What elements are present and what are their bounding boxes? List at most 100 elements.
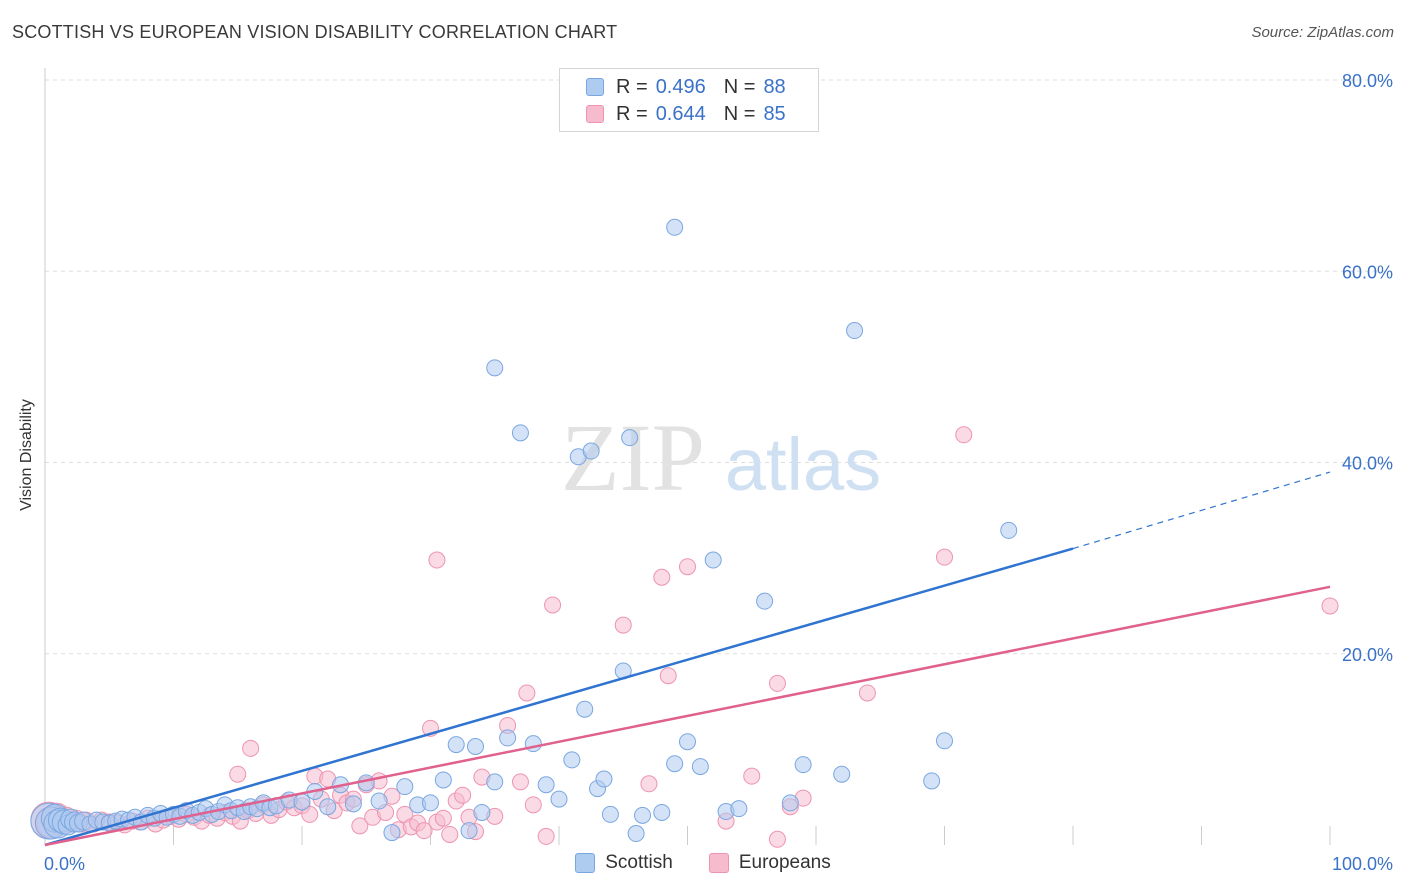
europeans-point	[653, 568, 671, 586]
europeans-point	[454, 786, 472, 804]
scottish-trend-extension	[1072, 471, 1331, 550]
legend-item-europeans[interactable]: Europeans	[708, 852, 831, 874]
europeans-point	[441, 825, 459, 843]
europeans-point	[955, 426, 973, 444]
scottish-point	[756, 592, 774, 610]
scottish-point	[486, 359, 504, 377]
europeans-point	[229, 765, 247, 783]
legend-row-scottish: R = 0.496 N = 88	[586, 75, 786, 99]
scottish-point	[563, 751, 581, 769]
europeans-point	[524, 796, 542, 814]
europeans-point	[518, 684, 536, 702]
europeans-point	[351, 817, 369, 835]
scottish-point	[582, 442, 600, 460]
stats-legend: R = 0.496 N = 88 R = 0.644 N = 85	[559, 68, 819, 132]
europeans-point	[679, 558, 696, 576]
tick-labels: 20.0% 40.0% 60.0% 80.0% 0.0% 100.0%	[44, 71, 1393, 874]
axes	[44, 68, 1331, 845]
europeans-trend-line	[44, 585, 1331, 847]
europeans-point	[614, 616, 632, 634]
europeans-point	[544, 596, 562, 614]
scottish-point	[319, 798, 337, 816]
europeans-point	[434, 809, 452, 827]
scottish-point	[601, 805, 619, 823]
scottish-swatch	[575, 853, 596, 873]
scottish-point	[634, 806, 652, 824]
scottish-point	[666, 218, 684, 236]
europeans-point	[428, 551, 446, 569]
europeans-point	[511, 773, 529, 791]
source-label: Source: ZipAtlas.com	[1251, 24, 1394, 41]
x-tick-label: 100.0%	[1332, 854, 1393, 874]
watermark-atlas: atlas	[725, 423, 881, 506]
scottish-point	[576, 700, 594, 718]
r-value: 0.496	[655, 75, 706, 98]
europeans-swatch	[708, 853, 729, 873]
watermark: ZIP atlas	[561, 404, 881, 511]
europeans-point	[301, 805, 319, 823]
y-tick-label: 80.0%	[1342, 71, 1393, 91]
scottish-point	[473, 803, 491, 821]
scottish-point	[781, 794, 799, 812]
europeans-point	[936, 548, 953, 566]
legend-label-europeans: Europeans	[738, 852, 831, 873]
scottish-point	[621, 429, 639, 447]
scottish-point	[460, 822, 478, 840]
scottish-point	[846, 322, 864, 340]
scottish-point	[550, 790, 568, 808]
europeans-point	[768, 674, 786, 692]
scottish-point	[370, 792, 388, 810]
scottish-swatch	[586, 78, 604, 96]
trend-lines	[44, 471, 1331, 847]
r-label: R =	[616, 75, 648, 98]
europeans-point	[415, 822, 433, 840]
chart-title: SCOTTISH VS EUROPEAN VISION DISABILITY C…	[12, 22, 618, 42]
n-value: 88	[763, 75, 786, 98]
n-value: 85	[763, 102, 786, 125]
legend-row-europeans: R = 0.644 N = 85	[586, 102, 786, 126]
scottish-point	[679, 733, 696, 751]
scottish-point	[704, 551, 722, 569]
y-tick-label: 60.0%	[1342, 262, 1393, 282]
europeans-swatch	[586, 105, 604, 123]
europeans-point	[858, 684, 876, 702]
r-value: 0.644	[655, 102, 706, 125]
scottish-point	[344, 795, 362, 813]
scottish-point	[511, 424, 529, 442]
scottish-point	[595, 770, 613, 788]
legend-item-scottish[interactable]: Scottish	[575, 852, 673, 874]
europeans-point	[537, 827, 555, 845]
scottish-point	[691, 758, 709, 776]
x-tick-label: 0.0%	[44, 854, 85, 874]
legend-label-scottish: Scottish	[605, 852, 673, 873]
europeans-point	[640, 775, 658, 793]
scottish-point	[1000, 521, 1018, 539]
y-tick-label: 20.0%	[1342, 645, 1393, 665]
r-label: R =	[616, 102, 648, 125]
scottish-point	[936, 732, 953, 750]
series-legend: Scottish Europeans	[0, 852, 1406, 874]
n-label: N =	[723, 102, 756, 125]
grid-lines	[45, 79, 1392, 655]
scottish-point	[434, 771, 452, 789]
europeans-point	[659, 667, 677, 685]
scottish-point	[537, 776, 555, 794]
europeans-point	[1321, 597, 1339, 615]
scottish-point	[447, 736, 465, 754]
y-tick-label: 40.0%	[1342, 454, 1393, 474]
scottish-point	[730, 800, 748, 818]
scottish-trend-line	[44, 547, 1074, 847]
scottish-point	[499, 729, 517, 747]
scottish-point	[627, 825, 645, 843]
scottish-point	[293, 793, 311, 811]
scottish-point	[794, 756, 812, 774]
scottish-point	[486, 773, 504, 791]
scottish-point	[396, 778, 414, 796]
scottish-point	[653, 803, 671, 821]
europeans-point	[242, 739, 260, 757]
scottish-point	[666, 755, 684, 773]
europeans-point	[768, 830, 786, 848]
europeans-point	[743, 767, 761, 785]
scottish-point	[383, 824, 401, 842]
